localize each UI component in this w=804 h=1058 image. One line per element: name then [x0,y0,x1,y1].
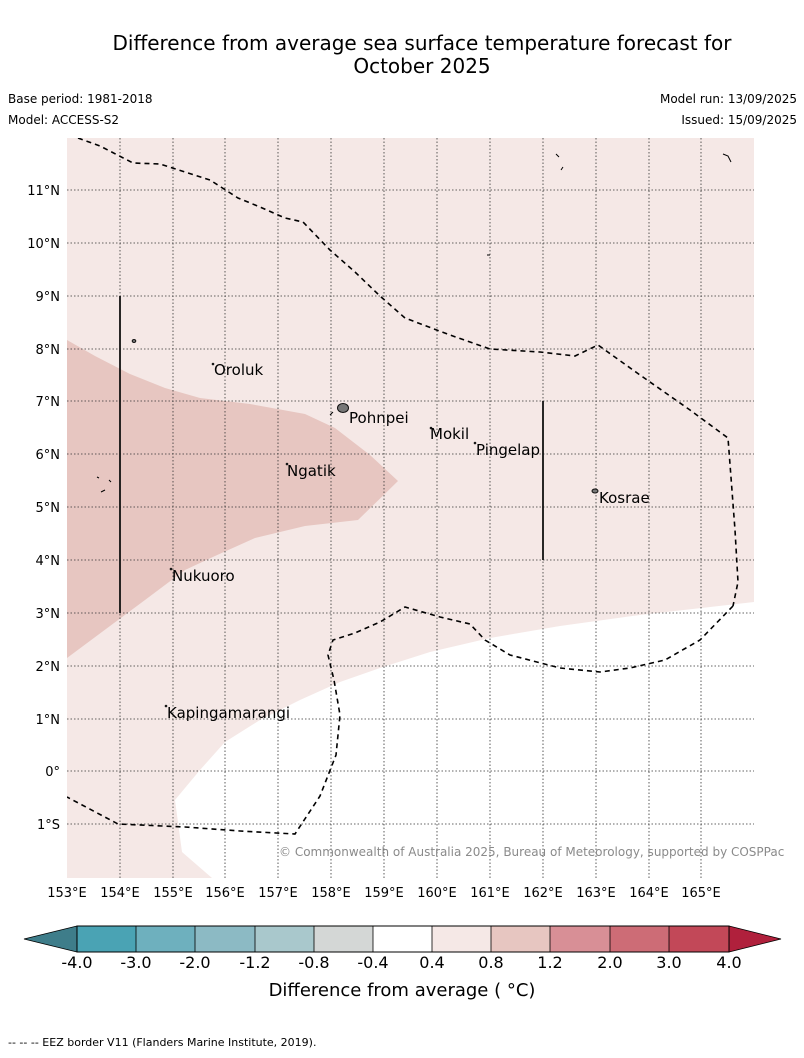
lat-tick-label: 1°S [37,818,60,833]
colorbar-tick-label: 2.0 [597,953,622,972]
colorbar-tick-label: -0.8 [298,953,329,972]
lon-tick-label: 153°E [47,886,87,901]
place-label-kosrae: Kosrae [599,489,650,507]
map-area [67,138,754,878]
lon-tick-label: 162°E [523,886,563,901]
lon-tick-label: 160°E [417,886,457,901]
chart-title: Difference from average sea surface temp… [60,32,784,78]
place-label-pohnpei: Pohnpei [349,409,409,427]
lat-tick-label: 5°N [36,501,61,516]
colorbar-title: Difference from average ( °C) [268,980,536,1001]
graticule [67,138,754,878]
lon-tick-label: 155°E [153,886,193,901]
colorbar-tick-label: -2.0 [179,953,210,972]
lat-tick-label: 4°N [36,554,61,569]
place-label-pingelap: Pingelap [476,441,540,459]
latitude-labels: 11°N 10°N 9°N 8°N 7°N 6°N 5°N 4°N 3°N 2°… [27,184,60,833]
lat-tick-label: 8°N [36,343,61,358]
eez-borders [67,138,739,835]
lat-tick-label: 9°N [36,290,61,305]
colorbar-swatch [195,926,255,952]
place-label-ngatik: Ngatik [287,462,336,480]
colorbar-swatch [373,926,432,952]
lon-tick-label: 159°E [364,886,404,901]
lon-tick-label: 163°E [576,886,616,901]
colorbar: -4.0 -3.0 -2.0 -1.2 -0.8 -0.4 0.4 0.8 1.… [23,925,782,972]
model-run: Model run: 13/09/2025 [659,92,797,106]
pingelap-marker [473,441,477,445]
colorbar-tick-label: 0.4 [419,953,444,972]
nukuoro-marker [169,567,173,571]
lon-tick-label: 161°E [470,886,510,901]
colorbar-tick-label: 0.8 [478,953,503,972]
colorbar-dividers [135,926,670,952]
islands [131,339,599,708]
island-marker [131,339,137,343]
colorbar-swatch [255,926,314,952]
ngatik-marker [285,462,289,466]
lat-tick-label: 3°N [36,607,61,622]
colorbar-overflow [728,925,782,953]
anomaly-0.8-1.2-region [67,340,398,658]
issued-date: Issued: 15/09/2025 [681,113,797,127]
place-label-mokil: Mokil [430,425,469,443]
colorbar-swatch [550,926,610,952]
lon-tick-label: 156°E [205,886,245,901]
lat-tick-label: 2°N [36,660,61,675]
lat-tick-label: 1°N [36,713,61,728]
pohnpei-island [337,403,349,413]
lon-tick-label: 158°E [311,886,351,901]
lat-tick-label: 7°N [36,395,61,410]
colorbar-swatch [491,926,550,952]
place-label-nukuoro: Nukuoro [172,567,235,585]
colorbar-tick-label: 4.0 [716,953,741,972]
lat-tick-label: 11°N [27,184,60,199]
place-label-kapingamarangi: Kapingamarangi [167,704,290,722]
lat-tick-label: 0° [45,765,60,780]
lon-tick-label: 154°E [100,886,140,901]
colorbar-swatch [136,926,195,952]
base-period: Base period: 1981-2018 [8,92,153,106]
colorbar-swatch [314,926,373,952]
colorbar-tick-label: -1.2 [239,953,270,972]
colorbar-swatch [432,926,491,952]
kosrae-island [591,488,599,494]
colorbar-tick-label: 1.2 [537,953,562,972]
eez-footnote: -- -- -- EEZ border V11 (Flanders Marine… [8,1036,317,1049]
place-label-oroluk: Oroluk [214,361,263,379]
longitude-labels: 153°E 154°E 155°E 156°E 157°E 158°E 159°… [47,886,721,901]
title-line-2: October 2025 [353,54,491,78]
lat-tick-label: 6°N [36,448,61,463]
colorbar-underflow [23,925,78,953]
lon-tick-label: 165°E [681,886,721,901]
oroluk-marker [211,362,215,366]
colorbar-swatch [610,926,669,952]
mokil-marker [429,426,433,430]
place-labels: Oroluk Pohnpei Mokil Pingelap Ngatik Kos… [167,361,650,722]
colorbar-tick-label: -3.0 [120,953,151,972]
reference-lines [119,296,544,613]
title-line-1: Difference from average sea surface temp… [112,31,732,55]
colorbar-labels: -4.0 -3.0 -2.0 -1.2 -0.8 -0.4 0.4 0.8 1.… [61,953,741,972]
colorbar-tick-label: -0.4 [357,953,388,972]
small-islets [96,153,732,493]
colorbar-swatch [77,926,136,952]
colorbar-tick-label: -4.0 [61,953,92,972]
copyright-credit: © Commonwealth of Australia 2025, Bureau… [279,845,785,859]
colorbar-outline [76,925,730,953]
lon-tick-label: 157°E [258,886,298,901]
colorbar-swatch [669,926,729,952]
colorbar-tick-label: 3.0 [656,953,681,972]
lon-tick-label: 164°E [629,886,669,901]
model-name: Model: ACCESS-S2 [8,113,120,127]
kapingamarangi-marker [164,704,168,708]
lat-tick-label: 10°N [27,237,60,252]
